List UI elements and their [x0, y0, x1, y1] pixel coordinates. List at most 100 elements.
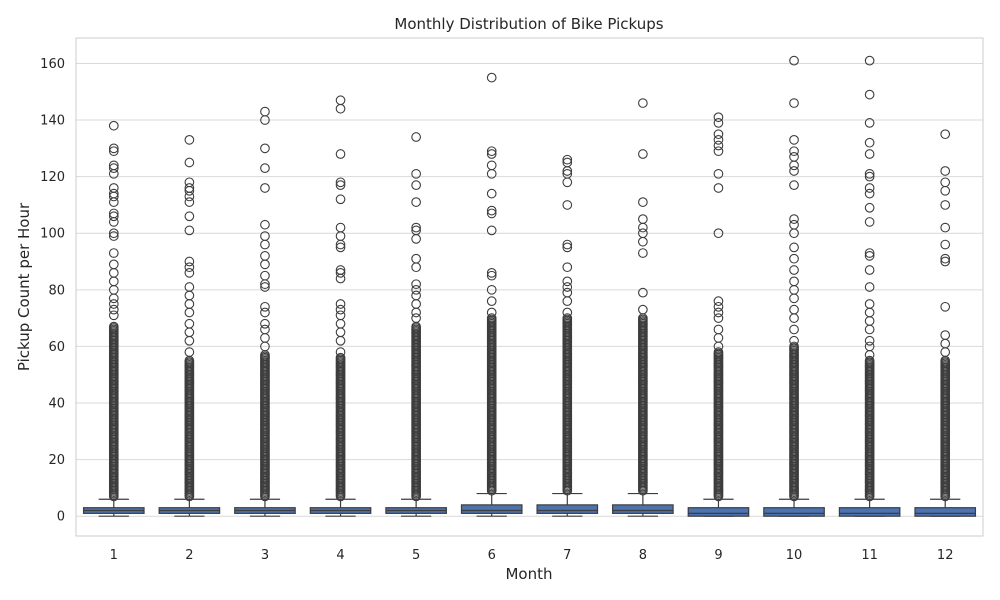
outlier-point — [638, 236, 648, 247]
outlier-point — [411, 313, 421, 323]
outlier-point — [108, 211, 119, 222]
outlier-point — [184, 177, 195, 188]
box-month-10 — [763, 55, 825, 517]
outlier-point — [184, 327, 195, 338]
outlier-point — [486, 313, 497, 323]
outlier-point — [864, 149, 875, 159]
outlier-point — [184, 268, 195, 278]
outlier-point — [486, 307, 497, 318]
outlier-point — [411, 234, 421, 244]
dense-outliers — [864, 355, 875, 502]
outlier-point — [789, 335, 799, 346]
outlier-point — [260, 318, 270, 329]
outlier-point — [335, 304, 346, 315]
y-tick-label: 140 — [40, 114, 65, 129]
outlier-point — [108, 163, 119, 174]
outlier-point — [562, 282, 573, 292]
outlier-point — [260, 282, 270, 292]
iqr-box — [536, 504, 599, 514]
outlier-point — [335, 335, 346, 346]
outlier-point — [184, 307, 195, 318]
outlier-point — [411, 284, 421, 295]
outlier-point — [260, 333, 270, 343]
outlier-point — [108, 146, 119, 157]
outlier-point — [940, 185, 951, 196]
outlier-point — [335, 177, 346, 188]
iqr-box — [914, 507, 977, 517]
outlier-point — [335, 327, 346, 338]
outlier-point — [940, 200, 951, 210]
y-tick-label: 0 — [57, 510, 65, 525]
y-tick-label: 120 — [40, 170, 65, 185]
outlier-point — [940, 256, 951, 267]
x-tick-label: 5 — [412, 548, 420, 563]
outlier-point — [864, 316, 875, 326]
outlier-point — [411, 262, 421, 273]
outlier-point — [638, 197, 648, 207]
dense-outliers — [789, 341, 799, 502]
box-month-4 — [309, 95, 372, 517]
outlier-point — [562, 313, 573, 323]
x-tick-label: 4 — [336, 548, 344, 563]
outlier-point — [184, 157, 195, 168]
outlier-point — [864, 55, 875, 66]
outlier-point — [940, 330, 951, 340]
outlier-point — [713, 135, 724, 145]
outlier-point — [864, 248, 875, 258]
outlier-point — [864, 335, 875, 346]
outlier-point — [108, 268, 119, 278]
y-tick-label: 60 — [48, 340, 65, 355]
outlier-point — [713, 146, 724, 157]
outlier-point — [108, 188, 119, 199]
outlier-point — [864, 183, 875, 193]
outlier-point — [108, 160, 119, 171]
outlier-point — [638, 149, 648, 159]
box-month-8 — [612, 98, 674, 517]
outlier-point — [260, 231, 270, 241]
dense-outliers — [184, 355, 195, 502]
y-tick-label: 40 — [48, 397, 65, 412]
outlier-point — [713, 324, 724, 335]
outlier-point — [108, 143, 119, 154]
x-tick-label: 12 — [937, 548, 954, 563]
outlier-point — [864, 265, 875, 275]
dense-outliers — [562, 313, 573, 496]
x-tick-label: 10 — [786, 548, 803, 563]
outlier-point — [108, 276, 119, 287]
outlier-point — [108, 259, 119, 270]
outlier-point — [864, 202, 875, 213]
outlier-point — [638, 228, 648, 239]
outlier-point — [562, 177, 573, 188]
outlier-point — [789, 324, 799, 335]
outlier-point — [260, 239, 270, 250]
outlier-point — [713, 118, 724, 128]
outlier-point — [335, 310, 346, 321]
y-axis-label: Pickup Count per Hour — [15, 202, 33, 371]
outlier-point — [713, 129, 724, 140]
outlier-point — [335, 149, 346, 159]
outlier-point — [562, 262, 573, 273]
outlier-point — [562, 296, 573, 306]
y-axis-ticks: 0 20 40 60 80 100 120 140 160 — [40, 57, 65, 525]
outlier-point — [411, 307, 421, 318]
outlier-point — [789, 180, 799, 190]
outlier-point — [940, 253, 951, 264]
outlier-point — [562, 157, 573, 168]
outlier-point — [335, 103, 346, 114]
outlier-point — [940, 222, 951, 233]
y-tick-label: 160 — [40, 57, 65, 72]
outlier-point — [411, 290, 421, 301]
box-month-1 — [82, 120, 145, 517]
outlier-point — [411, 225, 421, 236]
outlier-point — [335, 222, 346, 233]
outlier-point — [260, 106, 270, 117]
outlier-point — [562, 168, 573, 179]
iqr-box — [460, 504, 523, 514]
x-tick-label: 9 — [714, 548, 722, 563]
outlier-point — [864, 137, 875, 148]
outlier-point — [713, 333, 724, 343]
outlier-point — [940, 177, 951, 188]
x-tick-label: 2 — [185, 548, 193, 563]
outlier-point — [713, 296, 724, 306]
outlier-point — [184, 256, 195, 267]
